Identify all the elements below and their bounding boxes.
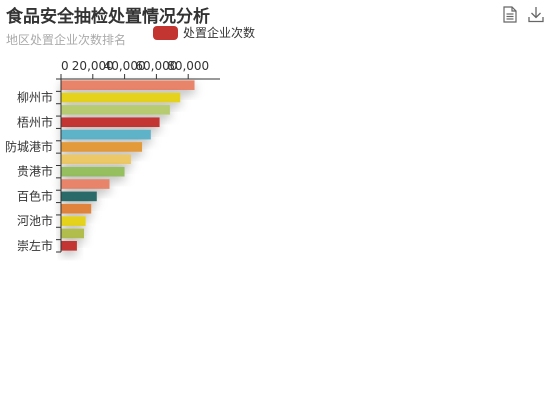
- legend-item-disposals[interactable]: 处置企业次数: [153, 24, 255, 41]
- bar: [61, 92, 181, 103]
- bar: [61, 203, 92, 214]
- x-tick-label: 20,000: [72, 59, 114, 73]
- y-tick-label: 防城港市: [5, 139, 53, 154]
- x-tick-label: 60,000: [135, 59, 177, 73]
- chart-subtitle: 地区处置企业次数排名: [6, 33, 127, 47]
- y-tick-label: 百色市: [17, 188, 53, 203]
- toolbox: [502, 6, 544, 23]
- bar: [61, 117, 160, 128]
- x-tick-label: 0: [61, 59, 69, 73]
- bar: [61, 179, 110, 189]
- y-tick-label: 柳州市: [17, 90, 53, 105]
- y-tick-label: 梧州市: [17, 114, 53, 129]
- bar: [61, 80, 195, 90]
- bar: [61, 191, 97, 202]
- bar: [61, 228, 85, 239]
- save-image-icon[interactable]: [528, 6, 544, 23]
- x-tick-label: 40,000: [104, 59, 146, 73]
- data-view-icon[interactable]: [502, 6, 518, 23]
- y-tick-label: 贵港市: [17, 164, 53, 179]
- bar: [61, 241, 77, 251]
- bar: [61, 105, 170, 115]
- bar: [61, 154, 131, 165]
- bar: [61, 216, 86, 226]
- bar: [61, 142, 143, 152]
- chart-title: 食品安全抽检处置情况分析: [6, 7, 210, 27]
- x-tick-label: 80,000: [167, 59, 209, 73]
- y-tick-label: 河池市: [17, 213, 53, 228]
- y-tick-label: 崇左市: [17, 238, 53, 253]
- bar: [61, 166, 125, 177]
- bar: [61, 129, 151, 140]
- legend-swatch: [153, 25, 178, 40]
- legend-label: 处置企业次数: [183, 26, 256, 40]
